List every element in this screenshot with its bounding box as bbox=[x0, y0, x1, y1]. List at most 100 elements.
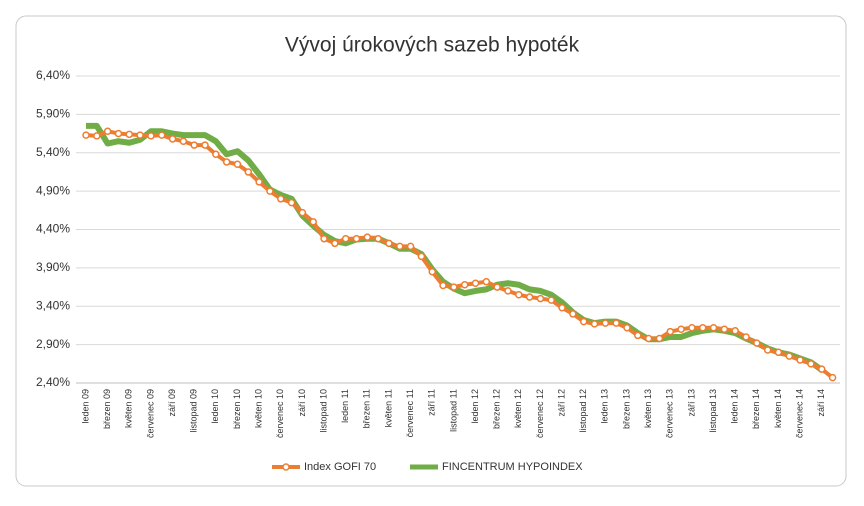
data-point bbox=[536, 294, 545, 303]
x-tick-label: březen 11 bbox=[362, 389, 372, 428]
x-tick-label: červenec 12 bbox=[535, 389, 545, 438]
data-point bbox=[309, 218, 317, 226]
x-tick-label: březen 14 bbox=[751, 389, 761, 429]
data-point bbox=[233, 160, 242, 169]
x-tick-label: březen 10 bbox=[232, 389, 242, 429]
y-tick-label: 3,90% bbox=[36, 260, 70, 274]
data-point bbox=[255, 178, 263, 186]
data-point bbox=[320, 234, 328, 243]
data-point bbox=[785, 352, 794, 360]
data-point bbox=[807, 360, 815, 368]
x-tick-label: leden 12 bbox=[470, 389, 480, 424]
data-point bbox=[222, 158, 231, 166]
y-tick-label: 5,40% bbox=[36, 145, 70, 159]
legend-label: FINCENTRUM HYPOINDEX bbox=[442, 461, 583, 473]
data-point bbox=[818, 365, 826, 373]
data-point bbox=[471, 279, 480, 287]
x-tick-label: listopad 11 bbox=[448, 389, 458, 432]
data-point bbox=[341, 234, 350, 243]
chart-title: Vývoj úrokových sazeb hypoték bbox=[285, 34, 580, 57]
data-point bbox=[385, 239, 393, 248]
data-point bbox=[298, 208, 307, 217]
data-point bbox=[439, 281, 447, 290]
y-tick-label: 2,90% bbox=[36, 337, 70, 351]
data-point bbox=[828, 373, 837, 382]
data-point bbox=[396, 242, 404, 251]
x-tick-label: květen 11 bbox=[383, 389, 393, 427]
x-tick-label: květen 14 bbox=[773, 389, 783, 428]
data-point bbox=[363, 233, 372, 241]
x-tick-label: červenec 11 bbox=[405, 389, 415, 437]
data-point bbox=[601, 319, 610, 327]
x-tick-label: září 10 bbox=[297, 389, 307, 417]
data-point bbox=[677, 325, 685, 334]
data-point bbox=[450, 283, 458, 291]
x-tick-label: září 11 bbox=[427, 389, 437, 416]
data-point bbox=[698, 323, 707, 332]
x-tick-label: leden 13 bbox=[600, 389, 610, 424]
data-point bbox=[623, 323, 631, 332]
x-tick-label: leden 11 bbox=[340, 389, 350, 423]
x-tick-label: listopad 10 bbox=[318, 389, 328, 433]
data-point bbox=[731, 327, 739, 335]
data-point bbox=[460, 281, 469, 289]
data-point bbox=[753, 339, 761, 347]
data-point bbox=[525, 293, 534, 301]
data-point bbox=[796, 356, 804, 364]
y-tick-label: 4,40% bbox=[36, 222, 70, 236]
data-point bbox=[93, 132, 101, 140]
data-point bbox=[277, 195, 285, 203]
x-tick-label: listopad 13 bbox=[708, 389, 718, 433]
data-point bbox=[644, 334, 653, 343]
data-point bbox=[417, 252, 426, 261]
data-point bbox=[82, 131, 90, 139]
data-point bbox=[655, 334, 664, 343]
data-point bbox=[147, 132, 155, 140]
data-point bbox=[720, 325, 729, 334]
x-tick-label: červenec 13 bbox=[665, 389, 675, 438]
x-tick-label: listopad 12 bbox=[578, 389, 588, 433]
x-tick-label: červenec 14 bbox=[794, 389, 804, 438]
x-tick-label: červenec 10 bbox=[275, 389, 285, 438]
data-point bbox=[103, 127, 112, 136]
data-point bbox=[179, 137, 188, 145]
x-tick-label: listopad 09 bbox=[189, 389, 199, 433]
data-point bbox=[612, 319, 620, 327]
data-point bbox=[515, 290, 523, 299]
data-point bbox=[244, 168, 253, 176]
data-point bbox=[634, 331, 642, 340]
data-point bbox=[569, 310, 577, 318]
data-point bbox=[114, 129, 123, 138]
x-tick-label: leden 10 bbox=[210, 389, 220, 424]
x-tick-label: září 13 bbox=[686, 389, 696, 417]
data-point bbox=[266, 187, 274, 195]
x-tick-label: září 14 bbox=[816, 389, 826, 417]
x-tick-label: květen 13 bbox=[643, 389, 653, 428]
x-tick-label: leden 09 bbox=[80, 389, 90, 424]
x-tick-label: září 12 bbox=[556, 389, 566, 417]
x-tick-label: září 09 bbox=[167, 389, 177, 417]
data-point bbox=[125, 130, 134, 139]
data-point bbox=[742, 333, 750, 341]
data-point bbox=[331, 239, 339, 248]
x-tick-label: březen 13 bbox=[621, 389, 631, 429]
data-point bbox=[352, 234, 361, 243]
x-tick-label: březen 09 bbox=[102, 389, 112, 429]
data-point bbox=[558, 304, 566, 312]
chart-frame bbox=[15, 15, 847, 487]
x-tick-label: leden 14 bbox=[730, 389, 740, 424]
data-point bbox=[374, 234, 382, 243]
x-tick-label: květen 10 bbox=[253, 389, 263, 428]
legend-marker bbox=[282, 463, 290, 471]
data-point bbox=[136, 131, 144, 139]
data-point bbox=[287, 198, 296, 207]
data-point bbox=[190, 141, 198, 149]
x-tick-label: březen 12 bbox=[492, 389, 502, 429]
data-point bbox=[504, 287, 512, 295]
data-point bbox=[763, 346, 772, 354]
legend-label: Index GOFI 70 bbox=[304, 461, 376, 473]
data-point bbox=[774, 348, 783, 357]
data-point bbox=[709, 323, 718, 332]
data-point bbox=[157, 131, 166, 139]
